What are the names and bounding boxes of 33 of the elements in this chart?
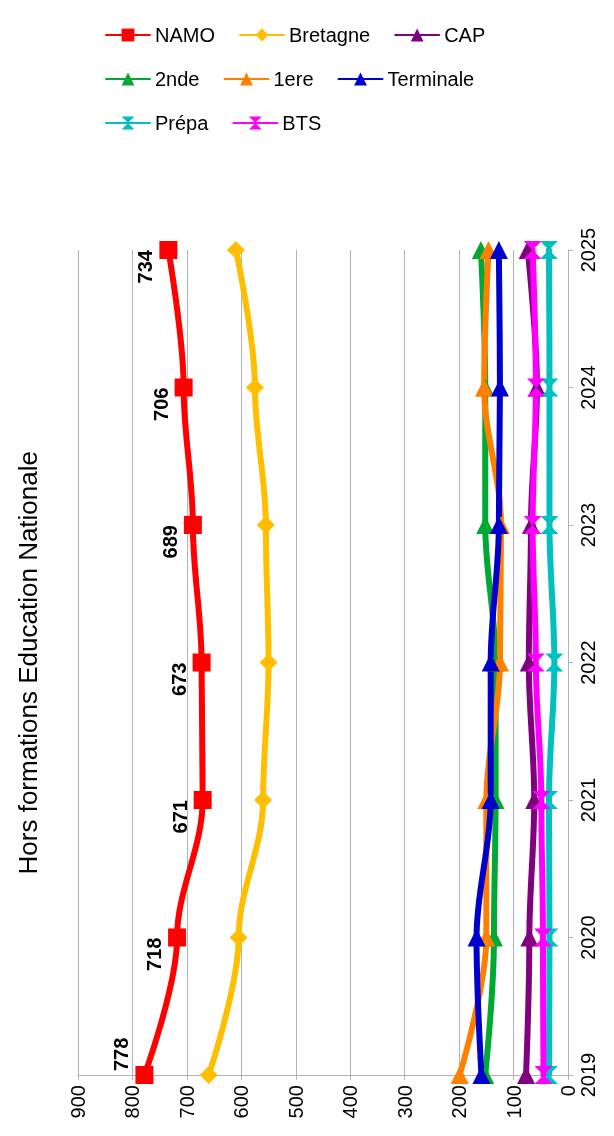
- data-label: 778: [110, 1037, 133, 1072]
- y-tick-label: 2023: [577, 502, 599, 548]
- legend-label: BTS: [282, 112, 322, 134]
- x-tick-label: 0: [557, 1085, 579, 1097]
- y-tick-label: 2025: [577, 227, 599, 273]
- legend-label: CAP: [444, 24, 486, 46]
- y-tick-label: 2024: [577, 365, 599, 410]
- x-tick-label: 800: [121, 1085, 144, 1119]
- y-tick-label: 2019: [577, 1052, 599, 1098]
- x-tick-label: 100: [502, 1085, 525, 1119]
- x-tick-label: 700: [175, 1085, 198, 1119]
- data-label: 734: [134, 249, 157, 284]
- y-tick-label: 2021: [577, 777, 599, 823]
- data-label: 673: [167, 662, 190, 696]
- y-tick-label: 2022: [577, 640, 599, 685]
- data-label: 671: [168, 800, 191, 834]
- x-tick-label: 300: [393, 1085, 416, 1119]
- x-tick-label: 900: [67, 1085, 89, 1119]
- data-label: 689: [158, 525, 181, 559]
- legend-label: Bretagne: [289, 24, 371, 46]
- x-tick-label: 600: [230, 1085, 253, 1119]
- y-tick-label: 2020: [577, 915, 599, 960]
- x-tick-label: 400: [339, 1085, 362, 1119]
- legend-label: 1ere: [273, 68, 314, 90]
- x-tick-label: 500: [284, 1085, 307, 1119]
- legend-label: Prépa: [155, 112, 210, 134]
- text: Hors formations Education Nationale: [12, 450, 44, 875]
- legend-label: NAMO: [155, 24, 215, 46]
- data-label: 718: [143, 937, 166, 971]
- legend-label: Terminale: [387, 68, 475, 90]
- x-tick-label: 200: [448, 1085, 471, 1119]
- data-label: 706: [149, 387, 172, 421]
- legend-label: 2nde: [155, 68, 200, 90]
